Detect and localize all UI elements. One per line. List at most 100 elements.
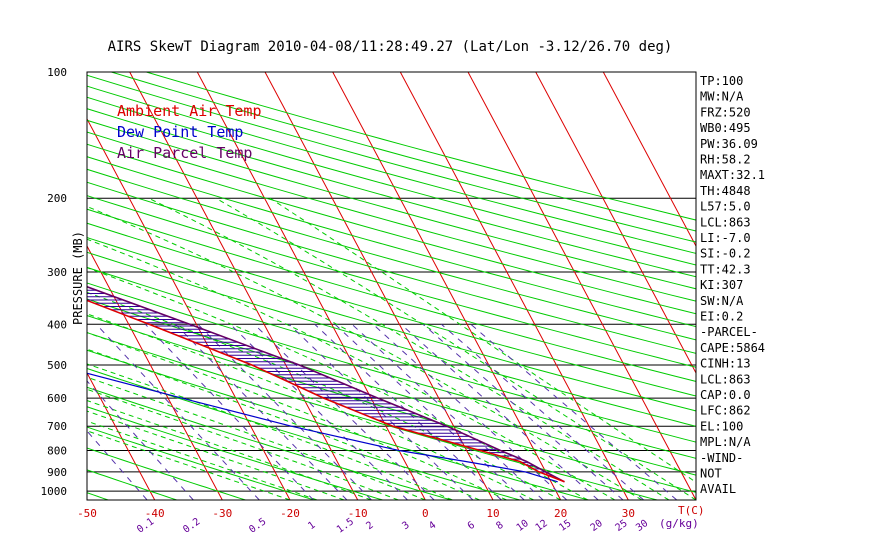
bottom-temp-tick-label: -30: [212, 507, 232, 520]
isotherm: [87, 244, 223, 500]
index-item: LI:-7.0: [700, 231, 751, 245]
moist-adiabat: [87, 363, 453, 500]
index-item: SI:-0.2: [700, 247, 751, 261]
y-axis-label: PRESSURE (MB): [71, 231, 85, 325]
dry-adiabat: [87, 332, 658, 500]
index-item: -PARCEL-: [700, 325, 758, 339]
moist-adiabat: [87, 313, 534, 500]
index-item: SW:N/A: [700, 294, 744, 308]
index-item: CAPE:5864: [700, 341, 765, 355]
moist-adiabat: [87, 205, 643, 500]
mixing-ratio-tick-label: 0.2: [181, 516, 202, 535]
legend-ambient: Ambient Air Temp: [117, 102, 262, 120]
index-item: AVAIL: [700, 482, 736, 496]
bottom-temp-tick-label: -20: [280, 507, 300, 520]
moist-adiabat: [87, 430, 291, 500]
moist-adiabat: [269, 197, 696, 483]
index-item: KI:307: [700, 278, 743, 292]
parcel-line: [87, 285, 565, 483]
index-item: TT:42.3: [700, 262, 751, 276]
mixing-ratio-line: [87, 380, 194, 500]
index-item: MAXT:32.1: [700, 168, 765, 182]
isotherm: [0, 72, 19, 500]
bottom-temp-tick-label: 20: [554, 507, 567, 520]
index-item: TP:100: [700, 74, 743, 88]
bottom-temp-tick-label: -50: [77, 507, 97, 520]
mixing-ratio-tick-label: 4: [427, 520, 438, 532]
dry-adiabat: [87, 222, 696, 397]
index-item: MPL:N/A: [700, 435, 751, 449]
pressure-tick-label: 200: [47, 192, 67, 205]
mixing-ratio-line: [230, 323, 408, 500]
index-item: L57:5.0: [700, 200, 751, 214]
pressure-tick-label: 1000: [41, 485, 68, 498]
mixing-ratio-tick-label: 6: [466, 520, 477, 532]
mixing-ratio-line: [441, 323, 645, 500]
index-item: CAP:0.0: [700, 388, 751, 402]
dry-adiabat: [87, 208, 696, 382]
dry-adiabat: [87, 492, 109, 500]
bottom-temp-tick-label: -10: [348, 507, 368, 520]
mixing-ratio-line: [372, 323, 568, 500]
dry-adiabat: [87, 143, 696, 315]
dry-adiabat: [87, 195, 696, 368]
index-item: LCL:863: [700, 215, 751, 229]
dry-adiabat: [87, 266, 696, 443]
moist-adiabat: [87, 388, 399, 500]
mixing-ratio-line: [400, 323, 599, 500]
bottom-temp-tick-label: -40: [145, 507, 165, 520]
dry-adiabat: [87, 447, 246, 500]
mixing-ratio-tick-label: 15: [557, 518, 573, 534]
isotherm: [399, 72, 629, 500]
dry-adiabat: [87, 156, 696, 328]
mixing-ratio-line: [145, 323, 314, 500]
index-item: TH:4848: [700, 184, 751, 198]
moist-adiabat: [87, 348, 480, 500]
dry-adiabat: [87, 108, 696, 278]
dry-adiabat: [87, 426, 315, 500]
plot-frame: [86, 71, 697, 501]
mixing-ratio-tick-label: 25: [613, 518, 629, 534]
dry-adiabat: [0, 72, 40, 500]
pressure-tick-label: 800: [47, 445, 67, 458]
moist-adiabat: [87, 291, 561, 500]
moist-adiabat: [148, 197, 670, 500]
index-item: WB0:495: [700, 121, 751, 135]
index-item: -WIND-: [700, 451, 743, 465]
index-item: PW:36.09: [700, 137, 758, 151]
dry-adiabat: [87, 282, 696, 459]
mixing-ratio-tick-label: 2: [364, 520, 375, 532]
moist-adiabat: [87, 267, 588, 500]
mixing-ratio-line: [422, 323, 624, 500]
index-item: LCL:863: [700, 372, 751, 386]
mixing-ratio-tick-label: 30: [634, 518, 650, 534]
dry-adiabat: [87, 237, 696, 412]
bottom-temp-tick-label: 0: [422, 507, 429, 520]
dry-adiabat: [87, 131, 696, 302]
index-item: NOT: [700, 467, 722, 481]
isotherm: [467, 72, 696, 500]
pressure-tick-label: 400: [47, 318, 67, 331]
pressure-tick-label: 100: [47, 66, 67, 79]
mixing-ratio-unit-label: (g/kg): [659, 517, 699, 530]
ambient-line: [87, 299, 565, 483]
mixing-ratio-line: [334, 323, 525, 500]
index-item: FRZ:520: [700, 105, 751, 119]
dry-adiabat: [87, 469, 177, 500]
mixing-ratio-tick-label: 0.5: [247, 516, 268, 535]
isotherm: [87, 117, 291, 500]
mixing-ratio-tick-label: 12: [534, 518, 550, 534]
dry-adiabat: [87, 168, 696, 341]
dry-adiabat: [87, 119, 696, 290]
mixing-ratio-line: [197, 323, 372, 500]
index-item: MW:N/A: [700, 90, 744, 104]
mixing-ratio-line: [470, 323, 678, 500]
bottom-temp-tick-label: 10: [486, 507, 499, 520]
bottom-temp-tick-label: 30: [622, 507, 635, 520]
mixing-ratio-tick-label: 10: [515, 518, 531, 534]
index-item: EI:0.2: [700, 310, 743, 324]
index-item: EL:100: [700, 419, 743, 433]
dry-adiabat: [87, 349, 589, 500]
